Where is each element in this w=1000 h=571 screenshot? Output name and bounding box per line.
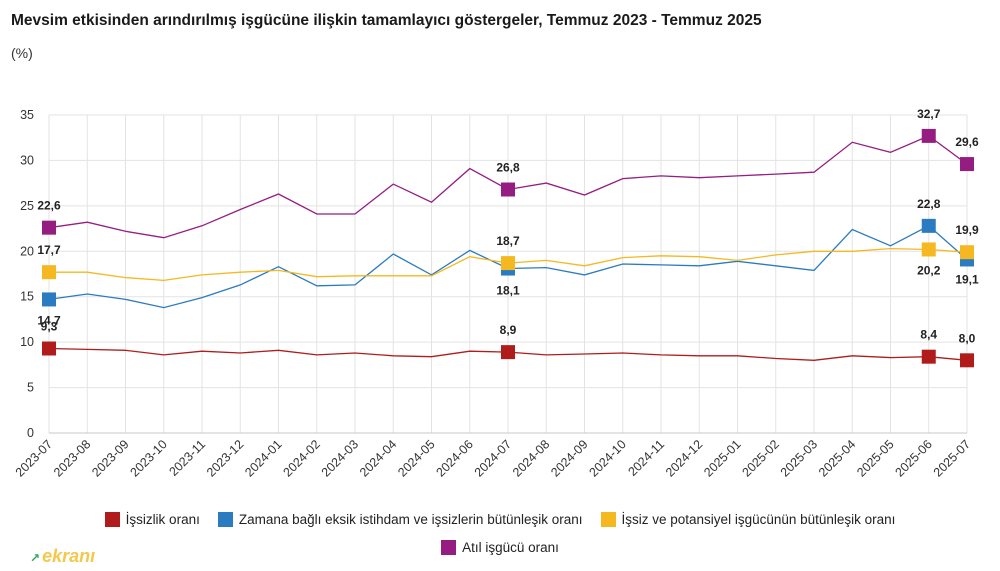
data-label: 8,0 bbox=[959, 331, 976, 345]
series-marker-2 bbox=[960, 245, 974, 260]
y-tick-label: 25 bbox=[20, 199, 34, 213]
x-tick-label: 2024-06 bbox=[434, 437, 476, 479]
legend-item-3[interactable]: Atıl işgücü oranı bbox=[441, 539, 559, 555]
x-tick-label: 2025-05 bbox=[854, 437, 896, 479]
x-tick-label: 2024-12 bbox=[663, 437, 705, 479]
series-marker-0 bbox=[501, 345, 515, 360]
trend-arrow-icon: ↗ bbox=[30, 551, 41, 565]
data-label: 18,7 bbox=[496, 234, 520, 248]
legend-swatch bbox=[600, 511, 616, 527]
data-label: 22,8 bbox=[917, 197, 941, 211]
series-marker-3 bbox=[921, 128, 936, 143]
data-label: 8,9 bbox=[500, 323, 517, 337]
watermark-text: ekranı bbox=[42, 546, 96, 566]
series-marker-0 bbox=[921, 349, 936, 364]
chart-title: Mevsim etkisinden arındırılmış işgücüne … bbox=[11, 12, 762, 29]
x-tick-label: 2024-03 bbox=[319, 437, 361, 479]
series-marker-1 bbox=[42, 292, 56, 307]
y-tick-label: 10 bbox=[20, 335, 34, 349]
legend-row: Atıl işgücü oranı bbox=[0, 536, 1000, 558]
x-tick-label: 2024-01 bbox=[242, 437, 284, 479]
x-tick-label: 2025-01 bbox=[701, 437, 743, 479]
x-tick-label: 2024-10 bbox=[587, 437, 629, 479]
x-tick-label: 2024-05 bbox=[395, 437, 437, 479]
data-label: 19,1 bbox=[955, 272, 979, 286]
chart-subtitle: (%) bbox=[11, 45, 33, 61]
x-tick-label: 2025-02 bbox=[740, 437, 782, 479]
data-label: 18,1 bbox=[496, 284, 520, 298]
y-tick-label: 30 bbox=[20, 153, 34, 167]
legend-label: İşsiz ve potansiyel işgücünün bütünleşik… bbox=[621, 511, 896, 527]
x-tick-label: 2024-02 bbox=[281, 437, 323, 479]
x-tick-label: 2023-10 bbox=[128, 437, 170, 479]
data-label: 29,6 bbox=[955, 135, 979, 149]
data-label: 14,7 bbox=[37, 313, 61, 327]
y-tick-label: 35 bbox=[20, 108, 34, 122]
x-tick-label: 2023-09 bbox=[89, 437, 131, 479]
data-label: 22,6 bbox=[37, 199, 61, 213]
x-tick-label: 2024-11 bbox=[625, 437, 667, 479]
chart-legend: İşsizlik oranı Zamana bağlı eksik istihda… bbox=[0, 508, 1000, 564]
data-label: 32,7 bbox=[917, 107, 941, 121]
data-label: 8,4 bbox=[920, 328, 937, 342]
x-tick-label: 2023-07 bbox=[13, 437, 55, 479]
data-label: 20,2 bbox=[917, 263, 941, 277]
x-tick-label: 2024-09 bbox=[548, 437, 590, 479]
x-tick-label: 2024-08 bbox=[510, 437, 552, 479]
x-tick-label: 2023-12 bbox=[204, 437, 246, 479]
series-marker-3 bbox=[960, 157, 974, 172]
legend-swatch bbox=[217, 511, 233, 527]
watermark-logo: ↗ ekranı bbox=[30, 546, 95, 567]
y-tick-label: 20 bbox=[20, 244, 34, 258]
x-tick-label: 2024-07 bbox=[472, 437, 514, 479]
series-marker-2 bbox=[42, 265, 56, 280]
legend-row: İşsizlik oranı Zamana bağlı eksik istihda… bbox=[0, 508, 1000, 530]
legend-label: Zamana bağlı eksik istihdam ve işsizleri… bbox=[238, 511, 583, 527]
series-marker-0 bbox=[960, 353, 974, 368]
data-label: 9,3 bbox=[41, 320, 58, 334]
y-tick-label: 15 bbox=[20, 290, 34, 304]
y-tick-label: 0 bbox=[27, 426, 34, 440]
line-chart: 051015202530352023-072023-082023-092023-… bbox=[13, 107, 979, 480]
legend-item-2[interactable]: İşsiz ve potansiyel işgücünün bütünleşik… bbox=[600, 511, 896, 527]
series-marker-3 bbox=[42, 220, 56, 235]
legend-item-1[interactable]: Zamana bağlı eksik istihdam ve işsizleri… bbox=[217, 511, 583, 527]
data-label: 26,8 bbox=[496, 161, 520, 175]
series-marker-1 bbox=[921, 218, 936, 233]
x-tick-label: 2025-03 bbox=[778, 437, 820, 479]
y-tick-label: 5 bbox=[27, 381, 34, 395]
x-tick-label: 2023-08 bbox=[51, 437, 93, 479]
x-tick-label: 2025-07 bbox=[931, 437, 973, 479]
legend-item-0[interactable]: İşsizlik oranı bbox=[104, 511, 200, 527]
legend-label: Atıl işgücü oranı bbox=[462, 539, 559, 555]
legend-swatch bbox=[441, 539, 457, 555]
series-marker-2 bbox=[921, 242, 936, 257]
x-tick-label: 2025-06 bbox=[893, 437, 935, 479]
data-label: 17,7 bbox=[37, 243, 61, 257]
data-label: 19,9 bbox=[955, 223, 979, 237]
legend-label: İşsizlik oranı bbox=[125, 511, 200, 527]
x-tick-label: 2023-11 bbox=[166, 437, 208, 479]
series-marker-2 bbox=[501, 256, 515, 271]
series-marker-3 bbox=[501, 182, 515, 197]
series-marker-0 bbox=[42, 341, 56, 356]
legend-swatch bbox=[104, 511, 120, 527]
x-tick-label: 2024-04 bbox=[357, 437, 399, 479]
x-tick-label: 2025-04 bbox=[816, 437, 858, 479]
